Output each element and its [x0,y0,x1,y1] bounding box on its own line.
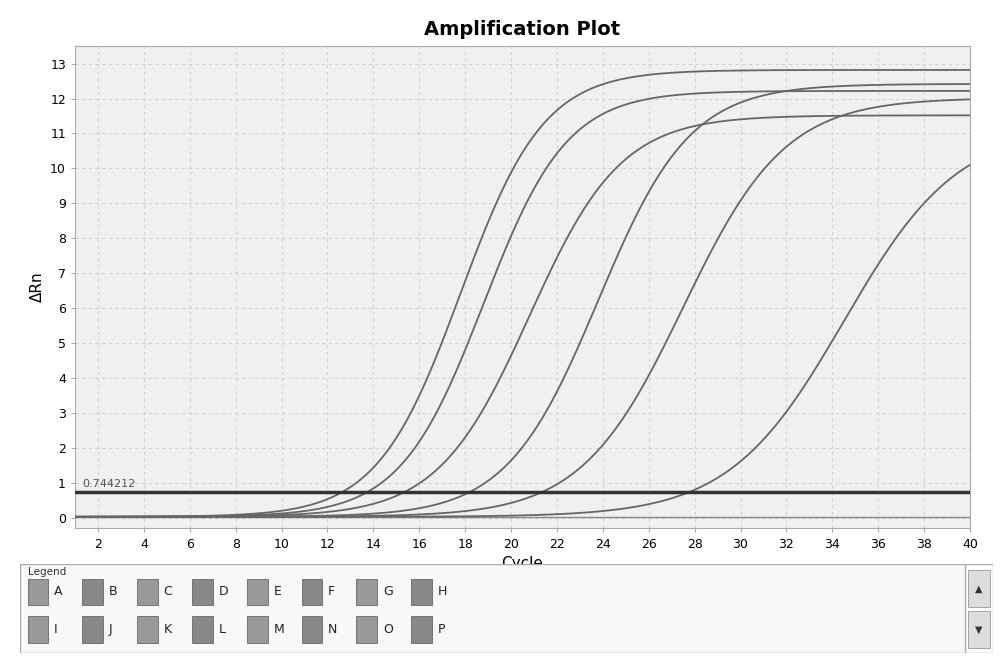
Bar [968,570,990,607]
Bar [28,616,48,643]
Text: E: E [273,585,281,599]
Text: P: P [438,623,445,636]
Bar [302,579,322,605]
Bar [302,616,322,643]
Bar [192,579,213,605]
Bar [247,579,268,605]
Text: D: D [218,585,228,599]
Y-axis label: ΔRn: ΔRn [30,272,45,302]
Title: Amplification Plot: Amplification Plot [424,20,621,39]
Text: O: O [383,623,393,636]
Bar [82,616,103,643]
Text: C: C [164,585,172,599]
Text: A: A [54,585,63,599]
Text: Legend: Legend [28,567,66,577]
Text: B: B [109,585,117,599]
Bar [137,616,158,643]
Bar [192,616,213,643]
Bar [82,579,103,605]
Text: ▼: ▼ [975,624,983,634]
Text: G: G [383,585,393,599]
Text: H: H [438,585,447,599]
Text: I: I [54,623,58,636]
Bar [28,579,48,605]
Bar [411,579,432,605]
Text: ▲: ▲ [975,583,983,593]
Bar [247,616,268,643]
Bar [411,616,432,643]
Text: L: L [218,623,225,636]
Bar [137,579,158,605]
Bar [356,579,377,605]
Text: N: N [328,623,337,636]
Text: 0.744212: 0.744212 [82,478,135,489]
X-axis label: Cycle: Cycle [502,556,543,572]
Bar [968,610,990,648]
Text: J: J [109,623,112,636]
Text: K: K [164,623,172,636]
Text: M: M [273,623,284,636]
Bar [356,616,377,643]
Text: F: F [328,585,335,599]
